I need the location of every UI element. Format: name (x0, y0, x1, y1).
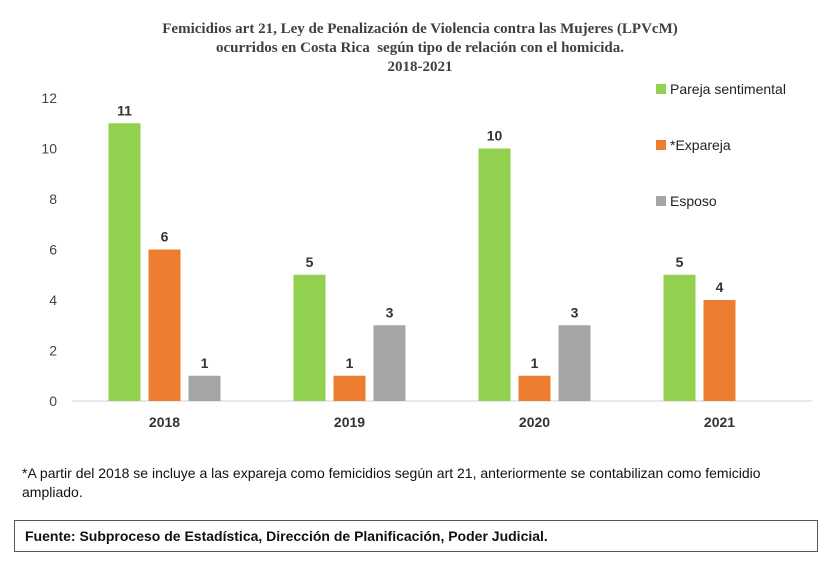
bar-2020-series-0 (478, 148, 511, 401)
chart-title-line-2: ocurridos en Costa Rica según tipo de re… (215, 40, 625, 56)
y-tick-label-1: 2 (49, 343, 57, 359)
legend-label-1: *Expareja (670, 137, 731, 153)
bar-2020-series-2 (558, 325, 591, 401)
data-label-2019-series-0: 5 (306, 254, 314, 270)
source-note: Fuente: Subproceso de Estadística, Direc… (14, 520, 818, 552)
data-label-2021-series-0: 5 (676, 254, 684, 270)
data-label-2020-series-2: 3 (571, 304, 579, 320)
bar-2018-series-2 (188, 375, 221, 401)
chart-title: Femicidios art 21, Ley de Penalización d… (40, 20, 800, 77)
y-tick-label-3: 6 (49, 242, 57, 258)
bar-2019-series-0 (293, 274, 326, 401)
legend-swatch-2 (656, 196, 666, 206)
bar-2019-series-1 (333, 375, 366, 401)
data-label-2020-series-1: 1 (531, 355, 539, 371)
x-tick-label-2021: 2021 (704, 414, 735, 430)
footnote: *A partir del 2018 se incluye a las expa… (22, 465, 761, 500)
data-label-2020-series-0: 10 (487, 128, 503, 144)
chart-title-line-3: 2018-2021 (387, 59, 453, 75)
bar-2018-series-1 (148, 249, 181, 401)
chart-title-line-1: Femicidios art 21, Ley de Penalización d… (162, 21, 678, 37)
y-tick-label-0: 0 (49, 393, 57, 409)
bar-2021-series-1 (703, 300, 736, 401)
bar-chart: 0 2 4 6 8 10 12 11 6 1 2018 5 1 3 2019 10 1 3 2020 5 4 2021 Pa… (41, 81, 812, 430)
legend-swatch-0 (656, 84, 666, 94)
legend-label-0: Pareja sentimental (670, 81, 786, 97)
y-tick-label-2: 4 (49, 292, 57, 308)
data-label-2021-series-1: 4 (716, 279, 724, 295)
data-label-2019-series-1: 1 (346, 355, 354, 371)
bar-2021-series-0 (663, 274, 696, 401)
data-label-2018-series-2: 1 (201, 355, 209, 371)
y-tick-label-6: 12 (41, 90, 57, 106)
y-tick-label-5: 10 (41, 141, 57, 157)
x-tick-label-2019: 2019 (334, 414, 365, 430)
data-label-2018-series-1: 6 (161, 229, 169, 245)
y-tick-label-4: 8 (49, 191, 57, 207)
legend-swatch-1 (656, 140, 666, 150)
data-label-2019-series-2: 3 (386, 304, 394, 320)
bar-2019-series-2 (373, 325, 406, 401)
data-label-2018-series-0: 11 (117, 102, 132, 118)
bar-2018-series-0 (108, 123, 141, 401)
x-tick-label-2018: 2018 (149, 414, 180, 430)
x-tick-label-2020: 2020 (519, 414, 550, 430)
bar-2020-series-1 (518, 375, 551, 401)
legend-label-2: Esposo (670, 193, 717, 209)
